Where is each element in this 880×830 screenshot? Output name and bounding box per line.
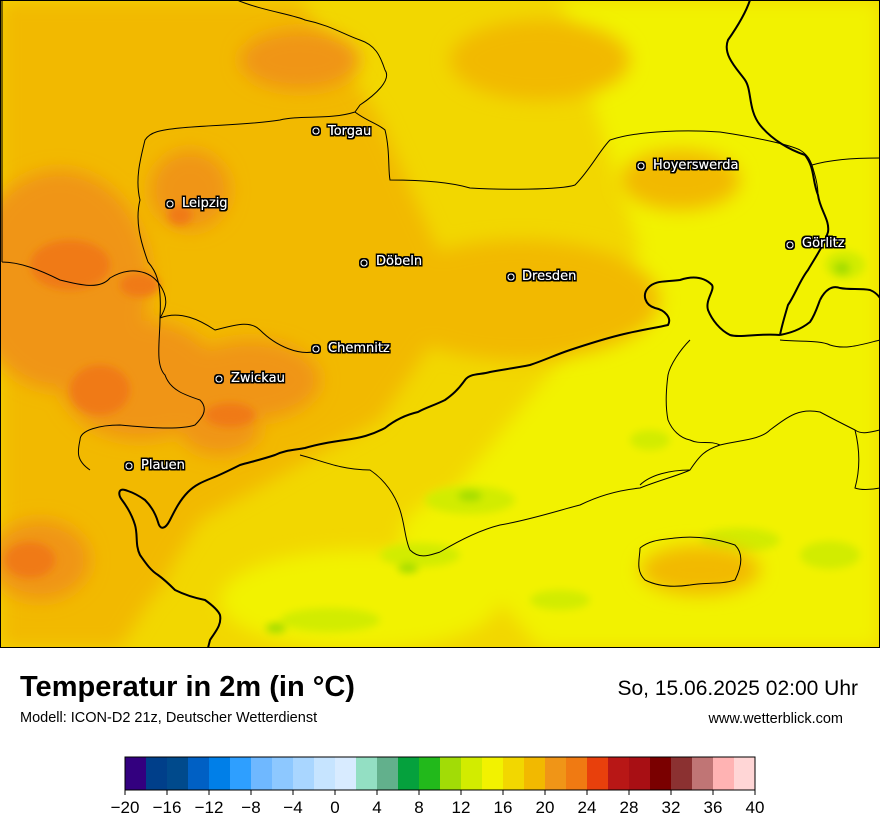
legend-tick-label: 32 [662, 798, 681, 817]
legend-tick-label: −4 [283, 798, 302, 817]
legend-tick-label: 24 [578, 798, 597, 817]
legend-swatch [524, 757, 546, 790]
website-link[interactable]: www.wetterblick.com [708, 711, 843, 727]
legend-swatch [587, 757, 609, 790]
legend-swatch [629, 757, 651, 790]
legend-tick-label: −20 [111, 798, 140, 817]
legend-swatch [167, 757, 189, 790]
city-hoyerswerda: Hoyerswerda [637, 158, 739, 173]
legend-swatch [503, 757, 525, 790]
city-label: Döbeln [376, 254, 422, 269]
legend-swatch [272, 757, 294, 790]
legend-swatch [671, 757, 693, 790]
city-label: Görlitz [802, 236, 845, 251]
legend-tick-label: 36 [704, 798, 723, 817]
color-legend: −20 −16 −12 −8 −4 0 4 8 12 16 20 24 28 32 36 40 [111, 756, 765, 817]
legend-swatch [125, 757, 147, 790]
legend-ticks: −20 −16 −12 −8 −4 0 4 8 12 16 20 24 28 32 36 40 [111, 790, 765, 817]
legend-swatch [209, 757, 231, 790]
legend-swatch [650, 757, 672, 790]
city-label: Torgau [327, 124, 371, 139]
legend-swatch [377, 757, 399, 790]
city-markers: Torgau Hoyerswerda Leipzig Görlitz Döbel… [125, 124, 845, 473]
legend-tick-label: 4 [372, 798, 381, 817]
legend-tick-label: 0 [330, 798, 339, 817]
city-dresden: Dresden [507, 269, 576, 284]
city-label: Dresden [522, 269, 576, 284]
legend-swatch [146, 757, 168, 790]
city-doebeln: Döbeln [360, 254, 422, 269]
legend-tick-label: −12 [195, 798, 224, 817]
city-torgau: Torgau [312, 124, 371, 139]
city-label: Hoyerswerda [653, 158, 739, 173]
city-label: Leipzig [182, 196, 228, 211]
legend-swatch [356, 757, 378, 790]
legend-swatches [124, 756, 756, 791]
legend-swatch [293, 757, 315, 790]
map-title: Temperatur in 2m (in °C) [20, 671, 355, 703]
temperature-field [0, 0, 880, 648]
legend-swatch [692, 757, 714, 790]
legend-frame [124, 756, 756, 791]
legend-tick-label: 16 [494, 798, 513, 817]
city-goerlitz: Görlitz [786, 236, 845, 251]
city-label: Chemnitz [328, 341, 390, 356]
legend-swatch [482, 757, 504, 790]
country-border [118, 0, 880, 648]
legend-tick-label: 12 [452, 798, 471, 817]
city-zwickau: Zwickau [215, 371, 285, 386]
legend-tick-label: 8 [414, 798, 423, 817]
legend-swatch [230, 757, 252, 790]
legend-swatch [545, 757, 567, 790]
model-info: Modell: ICON-D2 21z, Deutscher Wetterdie… [20, 710, 318, 726]
legend-swatch [608, 757, 630, 790]
city-label: Zwickau [231, 371, 285, 386]
city-chemnitz: Chemnitz [312, 341, 390, 356]
legend-tick-label: 28 [620, 798, 639, 817]
legend-swatch [314, 757, 336, 790]
city-label: Plauen [141, 458, 185, 473]
legend-tick-label: 20 [536, 798, 555, 817]
legend-swatch [440, 757, 462, 790]
legend-swatch [461, 757, 483, 790]
legend-tick-label: −16 [153, 798, 182, 817]
legend-swatch [734, 757, 756, 790]
legend-tick-label: 40 [746, 798, 765, 817]
legend-swatch [398, 757, 420, 790]
legend-swatch [419, 757, 441, 790]
legend-swatch [188, 757, 210, 790]
legend-swatch [566, 757, 588, 790]
legend-tick-label: −8 [241, 798, 260, 817]
legend-swatch [713, 757, 735, 790]
forecast-datetime: So, 15.06.2025 02:00 Uhr [617, 677, 858, 700]
legend-swatch [251, 757, 273, 790]
city-plauen: Plauen [125, 458, 185, 473]
temperature-map: Torgau Hoyerswerda Leipzig Görlitz Döbel… [0, 0, 880, 648]
city-leipzig: Leipzig [166, 196, 228, 211]
legend-swatch [335, 757, 357, 790]
